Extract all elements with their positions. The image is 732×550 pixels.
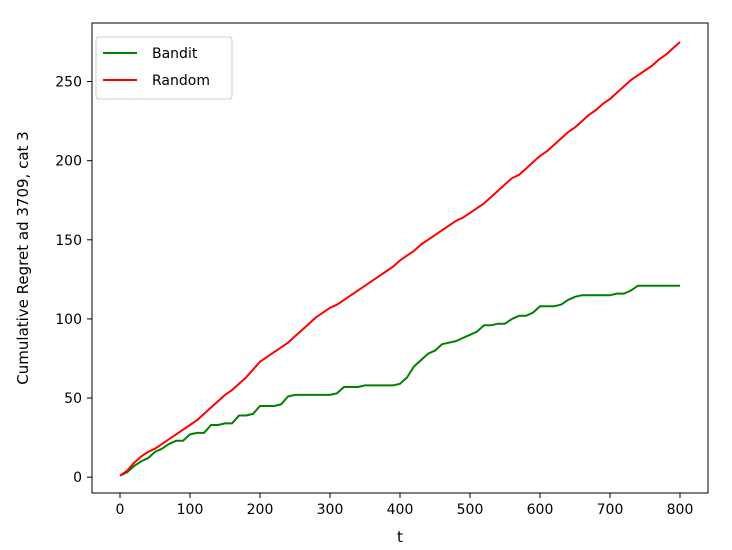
x-tick-label: 300 xyxy=(317,502,344,518)
y-axis-label: Cumulative Regret ad 3709, cat 3 xyxy=(14,131,32,384)
x-tick-label: 700 xyxy=(597,502,624,518)
series-line-random xyxy=(119,41,681,477)
y-axis: 0 50 100 150 200 250 xyxy=(55,75,92,486)
x-tick-label: 600 xyxy=(527,502,554,518)
y-tick-label: 100 xyxy=(55,312,82,328)
x-axis: 0 100 200 300 400 500 600 700 800 xyxy=(116,493,694,518)
x-tick-label: 500 xyxy=(457,502,484,518)
x-tick-label: 0 xyxy=(116,502,125,518)
legend-label-random: Random xyxy=(152,73,210,89)
x-tick-label: 200 xyxy=(247,502,274,518)
y-tick-label: 200 xyxy=(55,154,82,170)
y-tick-label: 150 xyxy=(55,233,82,249)
y-tick-label: 0 xyxy=(73,470,82,486)
x-axis-label: t xyxy=(397,528,403,546)
y-tick-label: 50 xyxy=(64,391,82,407)
legend: Bandit Random xyxy=(95,36,233,100)
x-tick-label: 800 xyxy=(667,502,694,518)
y-tick-label: 250 xyxy=(55,75,82,91)
series-line-bandit xyxy=(119,284,680,477)
plot-area xyxy=(119,41,681,477)
x-tick-label: 100 xyxy=(177,502,204,518)
x-tick-label: 400 xyxy=(387,502,414,518)
legend-label-bandit: Bandit xyxy=(152,46,198,62)
